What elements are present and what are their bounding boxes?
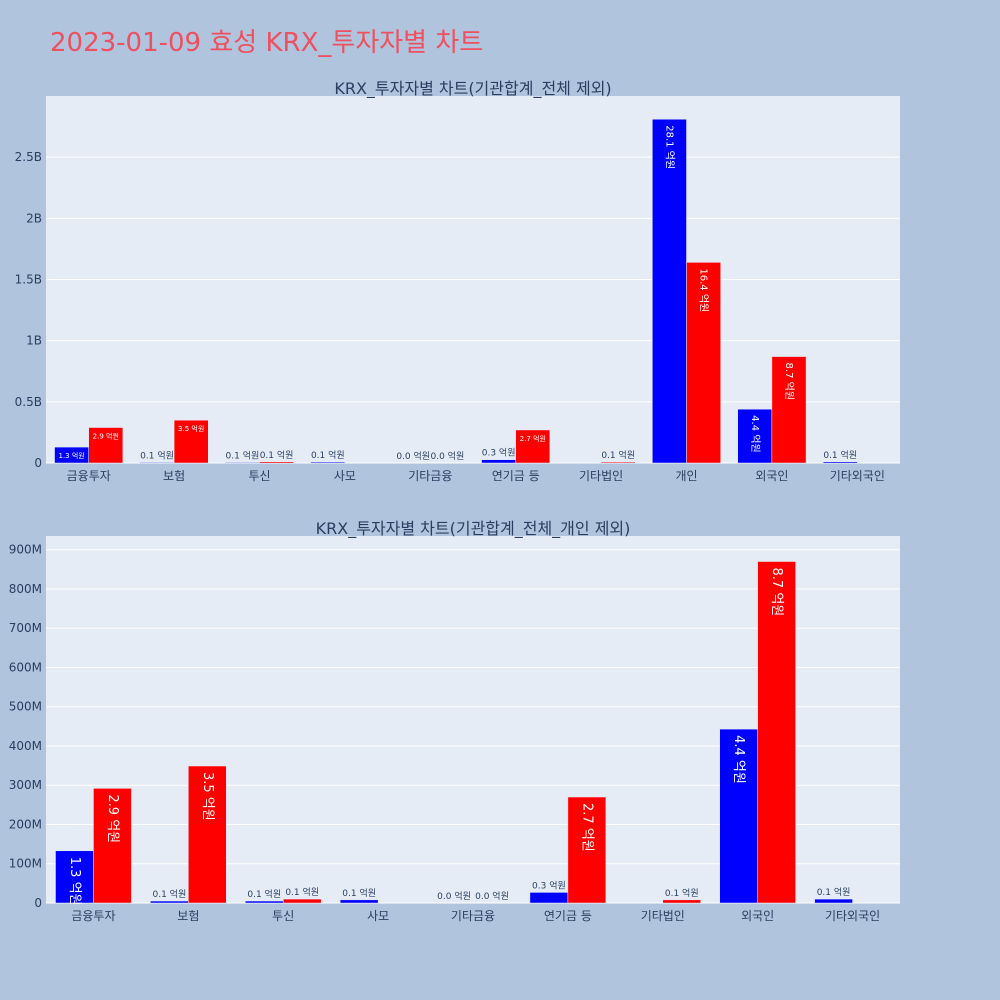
bar <box>93 788 132 904</box>
chart-bottom: KRX_투자자별 차트(기관합계_전체_개인 제외) 0 100M 200M 300M 4… <box>9 519 900 923</box>
x-tick-label: 기타법인 <box>641 909 685 923</box>
bar <box>652 118 687 464</box>
y-tick-label: 900M <box>9 543 42 557</box>
x-tick-label: 보험 <box>177 909 199 923</box>
y-tick-label: 700M <box>9 621 42 635</box>
data-label: 0.1 억원 <box>140 449 174 461</box>
x-tick-label: 기타금융 <box>408 469 452 483</box>
x-tick-label: 투신 <box>248 469 270 483</box>
bar <box>310 461 346 464</box>
y-tick-label: 500M <box>9 700 42 714</box>
data-label: 0.1 억원 <box>226 449 260 461</box>
bar <box>259 461 294 464</box>
bar <box>737 408 773 464</box>
y-tick-label: 2.5B <box>15 150 42 164</box>
x-tick-label: 외국인 <box>755 469 788 483</box>
data-label: 0.3 억원 <box>532 879 566 891</box>
x-tick-label: 연기금 등 <box>492 469 540 483</box>
bar <box>188 765 227 904</box>
bar <box>88 427 124 464</box>
y-tick-label: 1.5B <box>15 273 42 287</box>
page-title: 2023-01-09 효성 KRX_투자자별 차트 <box>50 28 484 58</box>
data-label: 0.1 억원 <box>152 888 186 900</box>
x-tick-label: 기타외국인 <box>830 469 885 483</box>
bar <box>150 900 189 904</box>
data-label: 2.9 억원 <box>93 432 119 441</box>
x-tick-label: 사모 <box>367 909 389 923</box>
data-label: 2.9 억원 <box>105 794 120 843</box>
bar <box>567 796 607 904</box>
y-tick-label: 300M <box>9 778 42 792</box>
bar <box>662 899 701 904</box>
x-tick-label: 금융투자 <box>67 469 111 483</box>
data-label: 4.4 억원 <box>731 735 746 784</box>
bar <box>339 899 379 904</box>
bar <box>173 419 209 464</box>
y-tick-label: 1B <box>26 334 42 348</box>
chart-title: KRX_투자자별 차트(기관합계_전체_개인 제외) <box>316 519 631 539</box>
data-label: 1.3 억원 <box>58 451 84 460</box>
data-label: 0.1 억원 <box>247 888 281 900</box>
y-tick-label: 0 <box>34 896 42 910</box>
data-label: 3.5 억원 <box>200 772 215 821</box>
data-label: 0.1 억원 <box>665 887 699 899</box>
bar <box>771 356 807 464</box>
y-tick-label: 800M <box>9 582 42 596</box>
bar <box>814 898 853 904</box>
bar <box>245 900 284 904</box>
data-label: 28.1 억원 <box>663 125 675 169</box>
y-tick-label: 0.5B <box>15 395 42 409</box>
data-label: 0.1 억원 <box>342 887 376 899</box>
y-tick-label: 0 <box>34 456 42 470</box>
data-label: 3.5 억원 <box>178 424 204 433</box>
data-label: 0.1 억원 <box>601 449 635 461</box>
x-tick-label: 기타금융 <box>451 909 495 923</box>
bar <box>529 892 569 904</box>
bar <box>822 461 858 464</box>
bar <box>139 462 175 464</box>
bar <box>481 459 516 464</box>
bar <box>686 262 721 464</box>
y-tick-label: 100M <box>9 857 42 871</box>
data-label: 0.1 억원 <box>817 886 851 898</box>
data-label: 0.0 억원 <box>431 450 465 462</box>
y-tick-label: 200M <box>9 817 42 831</box>
data-label: 0.3 억원 <box>482 447 516 459</box>
bar <box>600 461 636 464</box>
x-tick-label: 기타법인 <box>579 469 623 483</box>
data-label: 0.1 억원 <box>285 886 319 898</box>
x-tick-label: 보험 <box>163 469 185 483</box>
bar <box>55 850 94 904</box>
bar <box>282 898 322 904</box>
data-label: 16.4 억원 <box>698 268 710 312</box>
data-label: 8.7 억원 <box>769 568 784 617</box>
x-tick-label: 개인 <box>675 469 697 483</box>
y-tick-label: 400M <box>9 739 42 753</box>
data-label: 4.4 억원 <box>749 415 761 452</box>
bar <box>719 728 758 904</box>
data-label: 8.7 억원 <box>783 363 795 400</box>
data-label: 0.1 억원 <box>260 449 294 461</box>
data-label: 0.0 억원 <box>475 890 509 902</box>
x-tick-label: 기타외국인 <box>825 909 880 923</box>
data-label: 2.7 억원 <box>579 803 594 852</box>
chart-title: KRX_투자자별 차트(기관합계_전체 제외) <box>334 79 611 99</box>
y-tick-label: 600M <box>9 660 42 674</box>
data-label: 0.1 억원 <box>311 449 345 461</box>
x-tick-label: 사모 <box>334 469 356 483</box>
bar <box>515 429 551 464</box>
data-label: 0.0 억원 <box>396 450 430 462</box>
x-tick-label: 금융투자 <box>71 909 115 923</box>
bar <box>225 462 260 464</box>
x-tick-label: 연기금 등 <box>544 909 592 923</box>
x-tick-label: 외국인 <box>741 909 774 923</box>
chart-top: KRX_투자자별 차트(기관합계_전체 제외) 0 0.5B 1B 1.5B 2B 2.5B… <box>15 79 900 483</box>
data-label: 1.3 억원 <box>67 857 82 906</box>
y-tick-label: 2B <box>26 211 42 225</box>
data-label: 2.7 억원 <box>520 434 546 443</box>
x-tick-label: 투신 <box>272 909 294 923</box>
bar <box>757 561 796 904</box>
data-label: 0.0 억원 <box>437 890 471 902</box>
data-label: 0.1 억원 <box>823 449 857 461</box>
